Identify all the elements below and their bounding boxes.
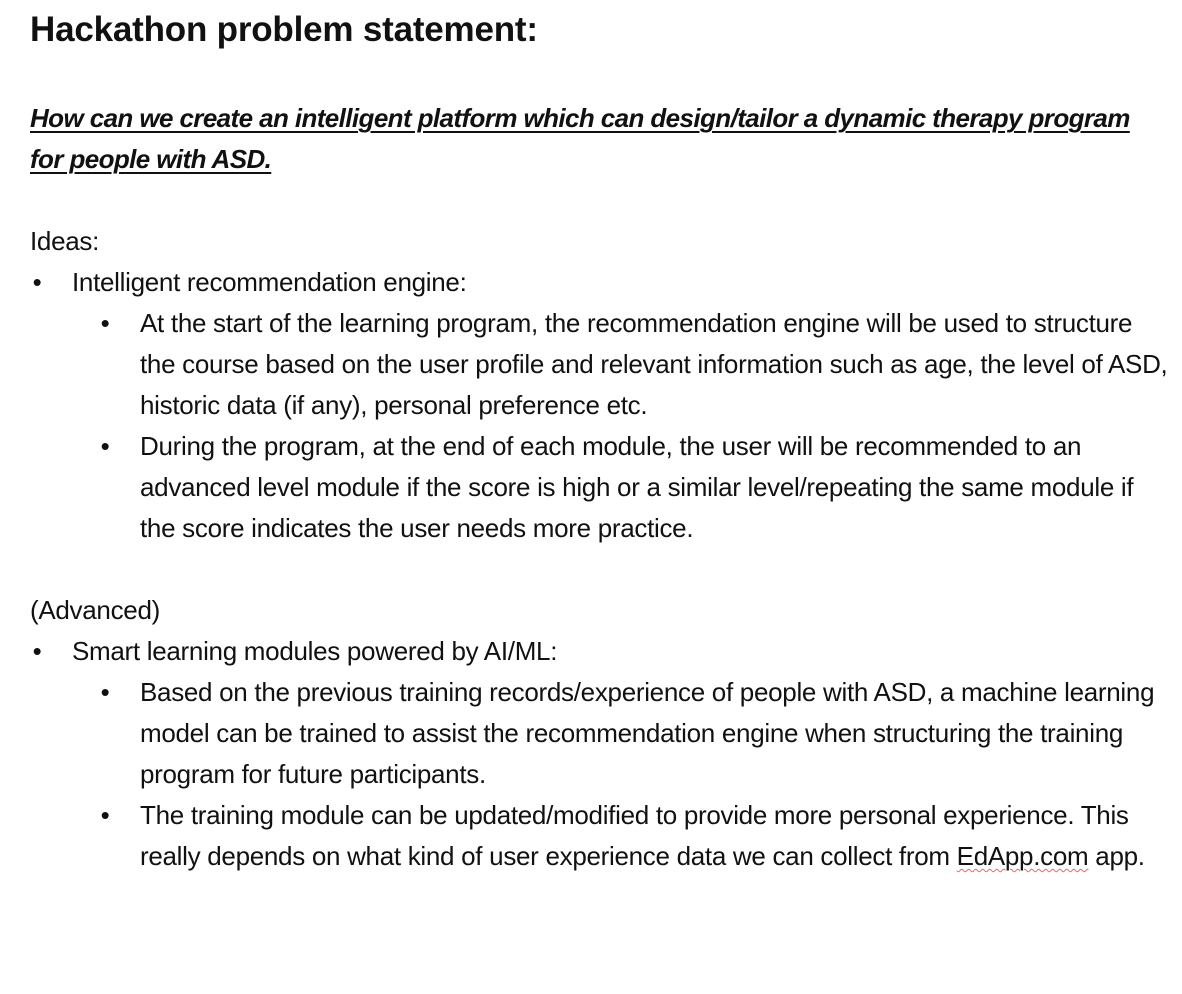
ideas-sub-list: • At the start of the learning program, …	[72, 303, 1170, 549]
document-page: Hackathon problem statement: How can we …	[30, 8, 1170, 877]
list-item: • Intelligent recommendation engine: • A…	[30, 262, 1170, 549]
advanced-point: Based on the previous training records/e…	[140, 677, 1155, 789]
list-item: • At the start of the learning program, …	[72, 303, 1170, 426]
bullet-icon: •	[32, 267, 42, 297]
bullet-icon: •	[100, 800, 110, 830]
list-item: • The training module can be updated/mod…	[72, 795, 1170, 877]
edapp-link-text: EdApp.com	[956, 841, 1089, 871]
ideas-list: • Intelligent recommendation engine: • A…	[30, 262, 1170, 549]
advanced-heading: Smart learning modules powered by AI/ML:	[72, 636, 558, 666]
bullet-icon: •	[100, 677, 110, 707]
advanced-sub-list: • Based on the previous training records…	[72, 672, 1170, 877]
page-title: Hackathon problem statement:	[30, 10, 538, 49]
bullet-icon: •	[100, 431, 110, 461]
ideas-heading: Intelligent recommendation engine:	[72, 267, 467, 297]
advanced-point-suffix: app.	[1088, 841, 1145, 871]
bullet-icon: •	[100, 308, 110, 338]
ideas-label: Ideas:	[30, 226, 100, 256]
list-item: • During the program, at the end of each…	[72, 426, 1170, 549]
bullet-icon: •	[32, 636, 42, 666]
ideas-point: During the program, at the end of each m…	[140, 431, 1134, 543]
advanced-point-text: The training module can be updated/modif…	[140, 800, 1129, 871]
advanced-list: • Smart learning modules powered by AI/M…	[30, 631, 1170, 877]
list-item: • Based on the previous training records…	[72, 672, 1170, 795]
list-item: • Smart learning modules powered by AI/M…	[30, 631, 1170, 877]
ideas-point: At the start of the learning program, th…	[140, 308, 1168, 420]
advanced-point: The training module can be updated/modif…	[140, 795, 1170, 877]
problem-question: How can we create an intelligent platfor…	[30, 103, 1130, 174]
advanced-label: (Advanced)	[30, 595, 160, 625]
